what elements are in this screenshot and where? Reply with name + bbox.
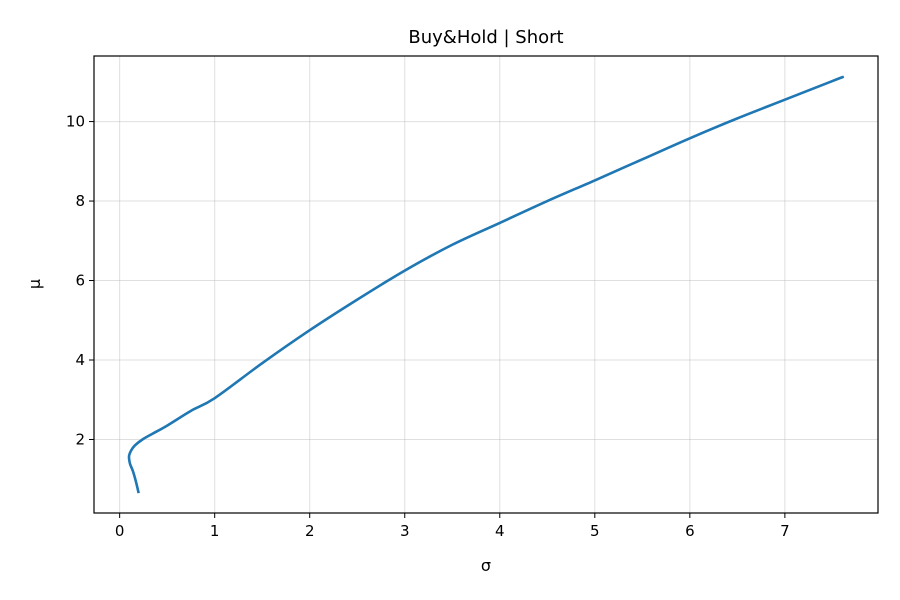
- x-tick-label: 2: [305, 522, 315, 540]
- plot-frame: [93, 55, 879, 514]
- y-tick-label: 4: [75, 351, 85, 369]
- x-tick-label: 5: [590, 522, 600, 540]
- series-line: [127, 75, 845, 494]
- grid: [94, 56, 878, 513]
- x-tick-label: 0: [115, 522, 125, 540]
- x-tick-label: 7: [780, 522, 790, 540]
- x-axis-label: σ: [481, 556, 491, 575]
- y-tick-label: 10: [66, 113, 85, 131]
- x-tick-label: 1: [210, 522, 220, 540]
- ticks: 0 1 2 3 4 5 6 7 2 4 6 8 10: [66, 113, 790, 540]
- y-tick-label: 8: [75, 192, 85, 210]
- x-tick-label: 3: [400, 522, 410, 540]
- x-tick-label: 4: [495, 522, 505, 540]
- chart-title: Buy&Hold | Short: [408, 27, 563, 48]
- x-tick-label: 6: [685, 522, 695, 540]
- y-axis-label: μ: [25, 279, 44, 289]
- y-tick-label: 2: [75, 430, 85, 448]
- y-tick-label: 6: [75, 272, 85, 290]
- series-layer: [127, 75, 845, 494]
